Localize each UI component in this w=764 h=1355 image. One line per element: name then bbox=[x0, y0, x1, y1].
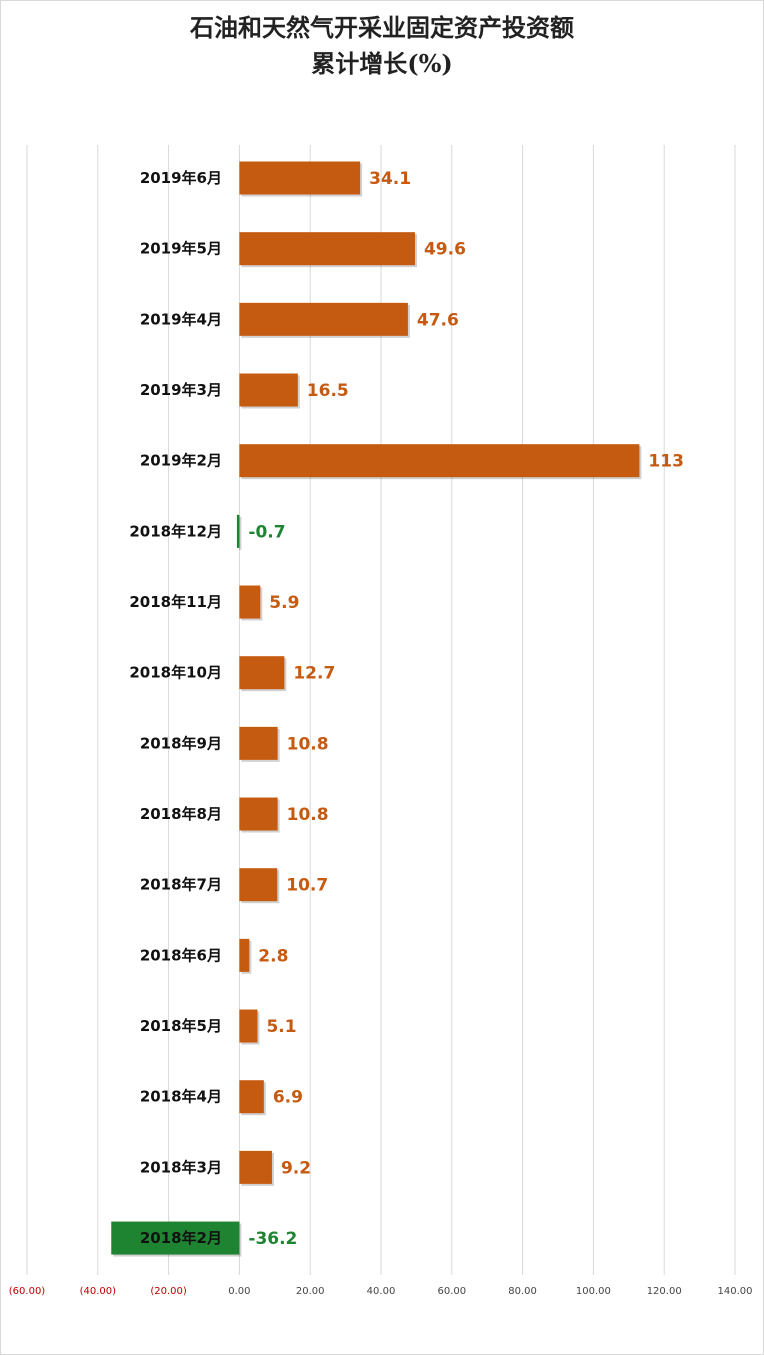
category-label: 2018年12月 bbox=[129, 522, 222, 540]
x-tick-label: 60.00 bbox=[437, 1286, 466, 1297]
bar bbox=[239, 232, 415, 266]
bar bbox=[239, 1080, 264, 1114]
value-label: 12.7 bbox=[293, 664, 335, 684]
bar bbox=[239, 585, 261, 619]
category-label: 2018年10月 bbox=[129, 664, 222, 682]
bar-shadow bbox=[238, 516, 242, 550]
value-label: 10.7 bbox=[286, 876, 328, 896]
chart-title: 石油和天然气开采业固定资产投资额 bbox=[190, 13, 574, 42]
value-label: 9.2 bbox=[281, 1158, 311, 1178]
bar bbox=[239, 656, 285, 690]
value-label: 2.8 bbox=[258, 946, 288, 966]
x-tick-label: 80.00 bbox=[508, 1286, 537, 1297]
x-tick-label: 100.00 bbox=[576, 1286, 611, 1297]
value-label: -36.2 bbox=[248, 1229, 297, 1249]
x-tick-label: 20.00 bbox=[296, 1286, 325, 1297]
value-label: 5.9 bbox=[269, 593, 299, 613]
bar bbox=[239, 1009, 258, 1043]
category-label: 2018年6月 bbox=[140, 946, 222, 964]
value-label: -0.7 bbox=[248, 522, 285, 542]
value-label: 47.6 bbox=[417, 310, 459, 330]
bar bbox=[239, 726, 278, 760]
value-label: 10.8 bbox=[287, 805, 329, 825]
bar bbox=[239, 868, 278, 902]
category-label: 2018年3月 bbox=[140, 1158, 222, 1176]
bar bbox=[236, 514, 240, 548]
x-tick-label: 120.00 bbox=[647, 1286, 682, 1297]
x-tick-label: (40.00) bbox=[80, 1286, 117, 1297]
bar bbox=[239, 444, 640, 478]
category-label: 2018年2月 bbox=[140, 1229, 222, 1247]
bar bbox=[111, 1221, 240, 1255]
value-label: 10.8 bbox=[287, 734, 329, 754]
x-tick-label: 140.00 bbox=[718, 1286, 753, 1297]
category-label: 2018年8月 bbox=[140, 805, 222, 823]
category-label: 2018年7月 bbox=[140, 876, 222, 894]
value-label: 6.9 bbox=[273, 1088, 303, 1108]
bar bbox=[239, 938, 250, 972]
category-label: 2018年9月 bbox=[140, 734, 222, 752]
category-label: 2019年6月 bbox=[140, 169, 222, 187]
bar bbox=[239, 373, 298, 407]
x-tick-label: (20.00) bbox=[150, 1286, 187, 1297]
bar bbox=[239, 302, 408, 336]
x-tick-label: 0.00 bbox=[228, 1286, 250, 1297]
value-label: 49.6 bbox=[424, 240, 466, 260]
chart-subtitle: 累计增长(%) bbox=[311, 49, 453, 78]
category-label: 2019年5月 bbox=[140, 240, 222, 258]
bar bbox=[239, 797, 278, 831]
category-label: 2019年3月 bbox=[140, 381, 222, 399]
category-label: 2019年2月 bbox=[140, 452, 222, 470]
x-tick-label: 40.00 bbox=[367, 1286, 396, 1297]
value-label: 113 bbox=[648, 452, 684, 472]
x-tick-label: (60.00) bbox=[9, 1286, 46, 1297]
bar bbox=[239, 1150, 272, 1184]
category-label: 2018年5月 bbox=[140, 1017, 222, 1035]
bar bbox=[239, 161, 361, 195]
value-label: 5.1 bbox=[266, 1017, 296, 1037]
category-label: 2019年4月 bbox=[140, 310, 222, 328]
value-label: 16.5 bbox=[307, 381, 349, 401]
category-label: 2018年11月 bbox=[129, 593, 222, 611]
value-label: 34.1 bbox=[369, 169, 411, 189]
category-label: 2018年4月 bbox=[140, 1088, 222, 1106]
